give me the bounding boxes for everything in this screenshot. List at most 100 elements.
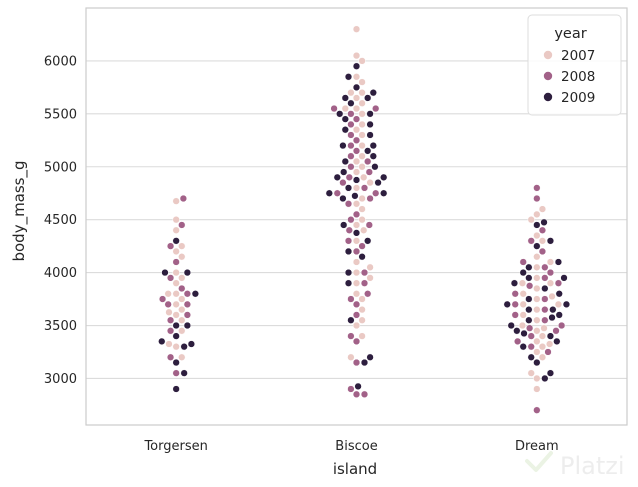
data-point-2007 — [178, 253, 186, 261]
data-point-2009 — [555, 311, 563, 319]
data-point-2008 — [525, 324, 534, 332]
data-point-2008 — [525, 282, 534, 290]
y-axis-label: body_mass_g — [10, 160, 29, 261]
data-point-2007 — [360, 173, 368, 181]
data-point-2009 — [172, 237, 180, 245]
data-point-2009 — [533, 242, 541, 250]
data-point-2008 — [347, 110, 355, 118]
data-point-2009 — [549, 305, 557, 314]
data-point-2007 — [533, 327, 541, 335]
data-point-2007 — [538, 343, 547, 351]
data-point-2009 — [191, 290, 200, 298]
data-point-2007 — [358, 120, 366, 129]
data-point-2009 — [358, 253, 366, 261]
data-point-2009 — [366, 131, 374, 139]
data-point-2008 — [352, 247, 361, 256]
data-point-2007 — [172, 279, 180, 287]
x-tick-label: Dream — [515, 439, 559, 454]
data-point-2007 — [172, 247, 180, 256]
data-point-2009 — [347, 316, 355, 324]
data-point-2008 — [166, 353, 175, 361]
data-point-2009 — [546, 237, 555, 245]
data-point-2008 — [554, 279, 563, 287]
data-point-2008 — [339, 178, 347, 187]
data-point-2009 — [554, 258, 563, 266]
data-point-2009 — [364, 237, 372, 245]
data-point-2007 — [358, 216, 366, 224]
data-point-2007 — [341, 104, 349, 113]
data-point-2009 — [344, 247, 353, 256]
legend-marker-2007 — [543, 50, 553, 60]
data-point-2009 — [344, 279, 353, 287]
data-point-2008 — [557, 321, 566, 330]
data-point-2009 — [525, 274, 533, 282]
data-point-2008 — [164, 300, 172, 309]
data-point-2007 — [546, 258, 555, 266]
data-point-2007 — [178, 242, 186, 250]
data-point-2008 — [347, 152, 355, 160]
data-point-2008 — [372, 189, 380, 197]
data-point-2008 — [166, 316, 175, 324]
data-point-2009 — [341, 157, 349, 166]
data-point-2008 — [178, 221, 186, 229]
data-point-2007 — [172, 216, 180, 224]
data-point-2008 — [533, 184, 541, 192]
y-tick-label: 3000 — [44, 372, 77, 387]
data-point-2008 — [365, 168, 373, 176]
y-tick-label: 3500 — [44, 319, 77, 334]
data-point-2009 — [187, 340, 196, 348]
platzi-watermark: Platzi — [525, 451, 625, 480]
legend-label-2009: 2009 — [561, 90, 595, 106]
data-point-2007 — [352, 268, 361, 277]
data-point-2009 — [172, 385, 180, 393]
data-point-2008 — [352, 337, 361, 346]
data-point-2007 — [533, 231, 541, 240]
data-point-2009 — [180, 343, 188, 351]
x-tick-label: Biscoe — [335, 439, 377, 454]
data-point-2009 — [352, 229, 361, 237]
data-point-2009 — [380, 173, 388, 181]
data-point-2009 — [369, 141, 377, 150]
data-point-2009 — [525, 295, 533, 303]
data-point-2009 — [555, 290, 563, 298]
data-point-2008 — [352, 136, 361, 144]
data-point-2009 — [546, 369, 555, 377]
data-point-2007 — [358, 141, 366, 150]
data-point-2007 — [358, 194, 366, 203]
data-point-2007 — [352, 184, 361, 192]
y-tick-labels: 3000 3500 4000 4500 5000 5500 6000 — [44, 54, 77, 387]
data-point-2008 — [527, 237, 535, 245]
data-point-2009 — [172, 332, 180, 340]
data-point-2007 — [165, 340, 173, 348]
data-point-2007 — [533, 295, 541, 303]
data-point-2007 — [165, 308, 173, 316]
data-point-2008 — [347, 120, 355, 129]
x-tick-labels: Torgersen Biscoe Dream — [143, 439, 558, 454]
data-point-2008 — [178, 284, 186, 293]
data-point-2009 — [360, 358, 369, 367]
data-point-2009 — [541, 284, 549, 293]
data-point-2007 — [358, 57, 366, 65]
data-point-2009 — [380, 189, 388, 197]
data-point-2008 — [538, 226, 547, 234]
data-point-2009 — [533, 221, 541, 229]
data-point-2009 — [366, 110, 374, 118]
y-tick-label: 6000 — [44, 54, 77, 69]
data-point-2008 — [366, 194, 374, 203]
data-point-2009 — [374, 178, 382, 187]
data-point-2008 — [172, 258, 180, 266]
data-point-2007 — [178, 353, 186, 361]
data-point-2009 — [172, 358, 180, 367]
legend-title: year — [554, 26, 586, 42]
data-point-2008 — [533, 194, 541, 203]
data-point-2007 — [178, 274, 186, 282]
data-point-2008 — [511, 300, 519, 309]
data-point-2007 — [533, 263, 541, 271]
data-point-2007 — [533, 316, 541, 324]
data-point-2007 — [347, 89, 355, 97]
data-point-2008 — [166, 274, 175, 282]
data-point-2007 — [352, 237, 361, 245]
data-point-2008 — [347, 216, 355, 224]
data-point-2007 — [538, 205, 547, 213]
